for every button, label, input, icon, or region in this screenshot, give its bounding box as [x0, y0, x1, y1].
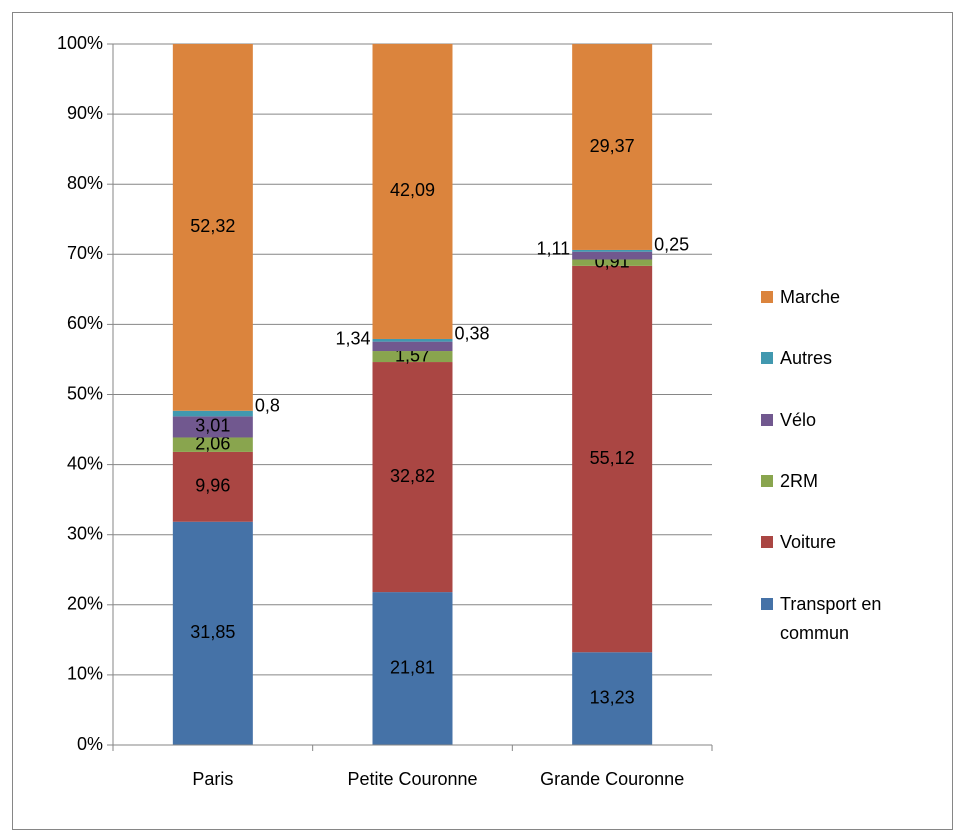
bar-segment [572, 251, 653, 260]
y-tick-label: 90% [67, 103, 103, 123]
y-tick-label: 50% [67, 383, 103, 403]
bar-segment [572, 259, 653, 266]
bar-segment [572, 265, 653, 653]
bar-segment [372, 43, 453, 339]
legend-label: Transport en commun [780, 593, 882, 643]
y-tick-label: 30% [67, 523, 103, 543]
data-label: 1,34 [335, 328, 370, 348]
bar-segment [372, 338, 453, 342]
data-label: 3,01 [195, 416, 230, 436]
legend-item: Marche [761, 283, 930, 312]
bar-segment [372, 341, 453, 352]
data-label: 0,25 [654, 235, 689, 255]
y-tick-label: 20% [67, 594, 103, 614]
legend-label: 2RM [780, 470, 819, 491]
data-label: 2,06 [195, 433, 230, 453]
legend-item: Voiture [761, 528, 930, 557]
legend-label: Marche [780, 287, 841, 307]
legend-label: Autres [780, 348, 833, 369]
data-label: 0,8 [255, 396, 280, 416]
data-label: 29,37 [590, 136, 635, 156]
data-label: 0,38 [455, 324, 490, 344]
bar-segment [572, 249, 653, 252]
bar-segment [172, 437, 253, 452]
y-tick-label: 80% [67, 173, 103, 193]
data-label: 32,82 [390, 466, 435, 486]
y-tick-label: 0% [77, 734, 103, 754]
data-label: 21,81 [390, 657, 435, 677]
y-tick-label: 70% [67, 243, 103, 263]
legend-item: Transport en commun [761, 590, 930, 648]
legend-swatch [761, 291, 773, 303]
data-label: 55,12 [590, 448, 635, 468]
bar-segment [172, 410, 253, 417]
legend-item: Autres [761, 344, 930, 373]
data-label: 52,32 [190, 216, 235, 236]
data-label: 13,23 [590, 687, 635, 707]
x-tick-label: Petite Couronne [347, 769, 477, 789]
legend-item: 2RM [761, 467, 930, 496]
legend-swatch [761, 597, 773, 610]
x-tick-label: Paris [192, 769, 233, 789]
bar-segment [172, 44, 253, 411]
y-tick-label: 10% [67, 664, 103, 684]
bar-segment [372, 362, 453, 593]
y-tick-label: 60% [67, 313, 103, 333]
data-label: 42,09 [390, 180, 435, 200]
legend-swatch [761, 413, 773, 426]
bar-segment [172, 416, 253, 438]
data-label: 1,11 [536, 238, 570, 258]
x-tick-label: Grande Couronne [540, 769, 684, 789]
bar-segment [372, 592, 453, 745]
legend-label: Vélo [780, 409, 817, 430]
bar-segment [172, 521, 253, 745]
legend-swatch [761, 474, 773, 487]
legend-swatch [761, 536, 773, 549]
legend-item: Vélo [761, 406, 930, 435]
bar-segment [572, 652, 653, 745]
data-label: 31,85 [190, 622, 235, 642]
y-tick-label: 100% [57, 33, 103, 53]
data-label: 9,96 [195, 476, 230, 496]
y-tick-label: 40% [67, 453, 103, 473]
bar-segment [572, 44, 653, 250]
legend-swatch [761, 352, 773, 365]
bar-segment [172, 451, 253, 522]
bar-segment [372, 351, 453, 363]
legend-label: Voiture [780, 532, 837, 553]
chart-border [12, 12, 953, 830]
